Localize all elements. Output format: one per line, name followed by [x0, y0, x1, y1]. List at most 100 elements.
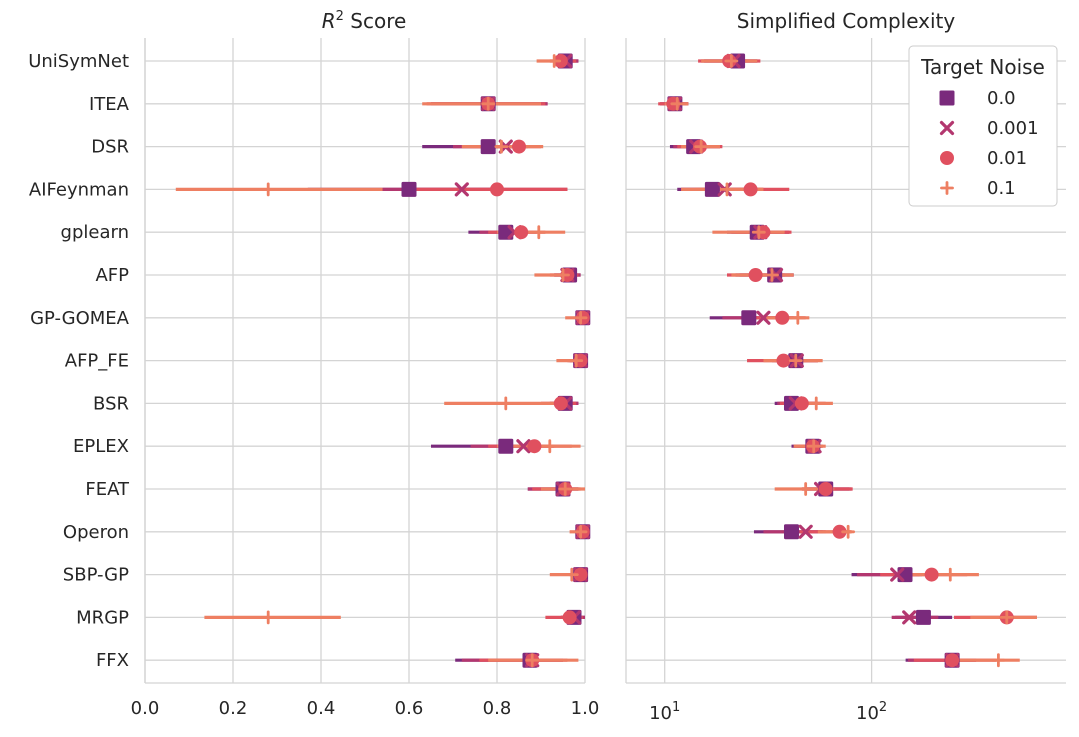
- complexity-point: [670, 96, 685, 111]
- complexity-point: [818, 482, 833, 496]
- complexity-point: [783, 395, 799, 411]
- complexity-point: [890, 567, 905, 582]
- legend-marker: [940, 151, 954, 165]
- complexity-x-tick-label: 102: [856, 700, 887, 724]
- r2-point: [573, 524, 588, 539]
- complexity-point: [809, 396, 824, 411]
- r2-point: [525, 653, 540, 668]
- r2-point: [516, 439, 531, 454]
- legend-title: Target Noise: [920, 55, 1045, 79]
- complexity-point: [775, 310, 790, 325]
- complexity-point: [756, 310, 771, 325]
- complexity-point: [694, 139, 709, 154]
- complexity-point: [704, 181, 720, 197]
- complexity-point: [897, 567, 913, 583]
- complexity-point: [794, 396, 809, 411]
- r2-point: [553, 396, 568, 411]
- r2-point: [569, 353, 584, 368]
- complexity-point: [743, 182, 758, 197]
- method-label: AFP: [95, 265, 129, 286]
- complexity-point: [999, 610, 1014, 625]
- r2-point: [512, 139, 526, 154]
- r2-score-panel: R2 Score UniSymNet ITEA DSR AIFeynman gplear…: [28, 9, 599, 719]
- method-label: ITEA: [89, 94, 130, 115]
- complexity-panel: Simplified Complexity 101 102: [625, 9, 1066, 724]
- r2-point: [556, 268, 570, 282]
- legend-label: 0.001: [987, 118, 1039, 139]
- r2-point: [562, 610, 577, 625]
- r2-x-tick-label: 0.0: [131, 698, 160, 719]
- complexity-x-ticks: 101 102: [649, 700, 887, 724]
- complexity-point: [806, 439, 821, 454]
- complexity-marks: [658, 53, 1037, 668]
- complexity-point: [945, 653, 960, 668]
- complexity-point: [783, 524, 799, 540]
- method-label: Operon: [63, 522, 129, 543]
- method-label: UniSymNet: [28, 51, 129, 72]
- r2-marks: [175, 53, 591, 668]
- r2-point: [490, 182, 504, 197]
- legend-items: 0.0 0.001 0.01 0.1: [939, 88, 1039, 199]
- r2-point: [527, 439, 542, 454]
- panel-title-complexity: Simplified Complexity: [737, 9, 956, 33]
- r2-x-tick-label: 1.0: [571, 698, 600, 719]
- complexity-point: [902, 610, 917, 625]
- r2-point: [498, 396, 513, 411]
- complexity-point: [788, 353, 803, 368]
- complexity-point: [841, 524, 856, 539]
- r2-point: [480, 139, 496, 155]
- r2-point: [514, 225, 529, 240]
- method-label: GP-GOMEA: [30, 308, 130, 329]
- method-label: MRGP: [76, 607, 129, 628]
- r2-x-ticks: 0.0 0.2 0.4 0.6 0.8 1.0: [131, 698, 600, 719]
- complexity-point: [748, 268, 763, 282]
- r2-point: [573, 310, 588, 325]
- r2-point: [558, 482, 573, 496]
- method-label: BSR: [93, 393, 129, 414]
- complexity-x-tick-label: 101: [649, 700, 680, 724]
- method-label: SBP-GP: [63, 565, 129, 586]
- complexity-point: [720, 182, 734, 197]
- legend-label: 0.0: [987, 88, 1016, 109]
- legend: Target Noise 0.0 0.001 0.01 0.1: [908, 45, 1058, 207]
- r2-point: [401, 181, 417, 197]
- complexity-point: [798, 524, 813, 539]
- r2-point: [564, 567, 579, 582]
- r2-point: [547, 54, 562, 68]
- complexity-point: [924, 567, 939, 582]
- r2-point: [573, 567, 588, 582]
- complexity-point: [943, 567, 958, 582]
- complexity-point: [765, 268, 779, 282]
- panel-title-r2: R2 Score: [322, 9, 407, 33]
- legend-marker: [939, 90, 955, 106]
- r2-gridlines: [144, 38, 586, 683]
- complexity-gridlines: [626, 38, 1066, 683]
- complexity-point: [751, 225, 766, 240]
- complexity-point: [776, 353, 791, 368]
- r2-point: [531, 225, 546, 240]
- r2-point: [494, 139, 509, 154]
- r2-point: [454, 182, 469, 197]
- r2-point: [261, 182, 276, 197]
- method-label: DSR: [91, 137, 129, 158]
- legend-marker: [939, 120, 955, 136]
- method-label: AIFeynman: [29, 179, 129, 200]
- legend-label: 0.01: [987, 148, 1027, 169]
- method-labels: UniSymNet ITEA DSR AIFeynman gplearn AFP GP-GO…: [28, 51, 130, 671]
- complexity-point: [832, 524, 847, 539]
- complexity-point: [741, 310, 757, 326]
- r2-x-tick-label: 0.8: [483, 698, 512, 719]
- method-label: FEAT: [85, 479, 130, 500]
- complexity-point: [790, 310, 805, 325]
- method-label: EPLEX: [73, 436, 129, 457]
- method-label: gplearn: [61, 222, 129, 243]
- method-label: AFP_FE: [65, 351, 129, 372]
- r2-point: [481, 96, 496, 111]
- complexity-point: [991, 653, 1006, 668]
- legend-marker: [940, 181, 954, 195]
- complexity-point: [798, 482, 813, 496]
- r2-x-tick-label: 0.2: [219, 698, 248, 719]
- r2-point: [542, 439, 557, 454]
- r2-x-tick-label: 0.4: [307, 698, 336, 719]
